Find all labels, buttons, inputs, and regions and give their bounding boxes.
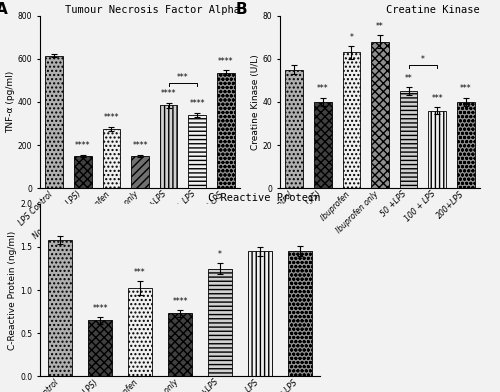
- Text: ***: ***: [432, 94, 443, 103]
- Text: B: B: [236, 2, 248, 17]
- Bar: [131, 156, 149, 188]
- Text: ****: ****: [75, 141, 90, 150]
- Bar: [217, 73, 234, 188]
- Text: ***: ***: [134, 268, 146, 277]
- Text: ****: ****: [92, 303, 108, 312]
- Bar: [400, 91, 417, 188]
- Bar: [371, 42, 389, 188]
- Text: ****: ****: [190, 100, 205, 109]
- Bar: [88, 320, 112, 376]
- Text: ****: ****: [218, 57, 234, 66]
- Bar: [286, 70, 303, 188]
- Bar: [160, 105, 178, 188]
- Text: Tumour Necrosis Factor Alpha: Tumour Necrosis Factor Alpha: [65, 5, 240, 15]
- Bar: [46, 56, 63, 188]
- Text: C-Reactive Protein: C-Reactive Protein: [208, 193, 320, 203]
- Text: **: **: [404, 74, 412, 83]
- Text: *: *: [350, 33, 354, 42]
- Text: *: *: [218, 250, 222, 259]
- Text: ****: ****: [132, 141, 148, 150]
- Text: ***: ***: [460, 84, 471, 93]
- Bar: [428, 111, 446, 188]
- Bar: [342, 53, 360, 188]
- Text: ***: ***: [317, 84, 328, 93]
- Text: A: A: [0, 2, 8, 17]
- Text: ****: ****: [172, 297, 188, 306]
- Bar: [48, 240, 72, 376]
- Y-axis label: Creatine Kinase (U/L): Creatine Kinase (U/L): [251, 54, 260, 150]
- Y-axis label: TNF-α (pg/ml): TNF-α (pg/ml): [6, 71, 15, 133]
- Bar: [457, 102, 474, 188]
- Text: **: **: [376, 22, 384, 31]
- Bar: [288, 251, 312, 376]
- Text: ***: ***: [177, 73, 188, 82]
- Bar: [74, 156, 92, 188]
- Text: ****: ****: [104, 113, 119, 122]
- Bar: [102, 129, 120, 188]
- Y-axis label: C-Reactive Protein (ng/ml): C-Reactive Protein (ng/ml): [8, 230, 18, 350]
- Bar: [168, 313, 192, 376]
- Bar: [128, 289, 152, 376]
- Bar: [208, 269, 233, 376]
- Text: ****: ****: [161, 89, 176, 98]
- Text: Creatine Kinase: Creatine Kinase: [386, 5, 480, 15]
- Bar: [314, 102, 332, 188]
- Text: *: *: [421, 55, 425, 64]
- Bar: [248, 251, 272, 376]
- Bar: [188, 115, 206, 188]
